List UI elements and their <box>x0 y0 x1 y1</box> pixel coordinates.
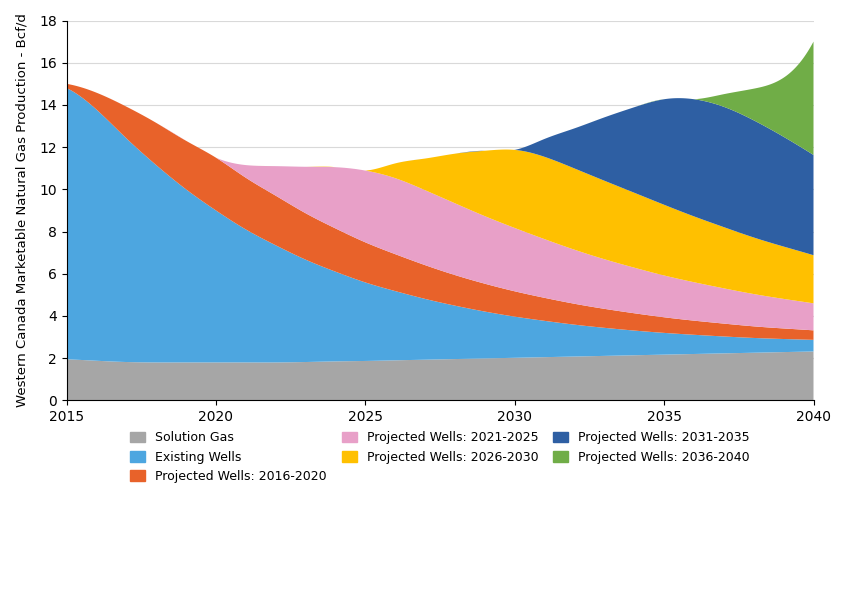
Y-axis label: Western Canada Marketable Natural Gas Production - Bcf/d: Western Canada Marketable Natural Gas Pr… <box>15 13 28 408</box>
Legend: Solution Gas, Existing Wells, Projected Wells: 2016-2020, Projected Wells: 2021-: Solution Gas, Existing Wells, Projected … <box>124 425 756 489</box>
